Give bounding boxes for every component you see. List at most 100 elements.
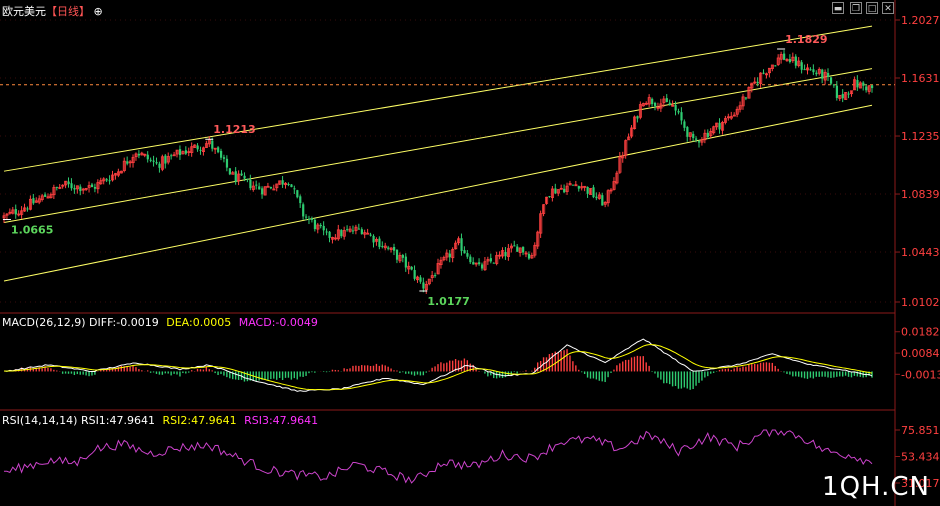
candle-body	[307, 218, 311, 220]
candle-body	[767, 67, 771, 74]
candle-body	[472, 262, 475, 265]
rsi-tick-label: 75.8516	[901, 424, 940, 437]
watermark: 1QH.CN	[822, 472, 930, 502]
candle-body	[287, 183, 290, 185]
candle-body	[181, 151, 185, 155]
candle-body	[369, 234, 372, 236]
candle-body	[228, 168, 231, 175]
candle-body	[293, 188, 296, 190]
candle-body	[627, 136, 631, 141]
rsi3-label: RSI3:	[244, 414, 273, 427]
candle-body	[469, 256, 472, 263]
candle-body	[726, 116, 730, 119]
candle-body	[11, 209, 15, 214]
candle-body	[504, 251, 507, 257]
macd-dea-label: DEA:	[166, 316, 193, 329]
period-label[interactable]: 【日线】	[46, 5, 90, 18]
candle-body	[316, 224, 320, 230]
candle-body	[550, 188, 554, 198]
candle-body	[516, 246, 519, 252]
maximize-icon[interactable]: □	[866, 2, 878, 14]
candle-body	[735, 108, 739, 115]
candle-body	[202, 147, 206, 152]
candle-body	[559, 187, 563, 190]
macd-macd-value: -0.0049	[275, 316, 318, 329]
candle-body	[615, 172, 619, 184]
candle-body	[55, 186, 58, 188]
close-icon[interactable]: ✕	[882, 2, 894, 14]
candle-body	[342, 230, 346, 237]
candle-body	[96, 182, 100, 190]
candle-body	[305, 216, 308, 218]
candle-body	[193, 144, 197, 148]
candle-body	[638, 104, 642, 118]
candle-body	[34, 200, 38, 203]
candle-body	[395, 249, 399, 260]
candle-body	[744, 97, 748, 99]
candle-body	[255, 184, 258, 186]
candle-body	[683, 121, 686, 128]
candle-body	[856, 80, 859, 88]
candle-body	[577, 186, 580, 189]
candle-body	[665, 98, 668, 103]
macd-dea-value: 0.0005	[192, 316, 232, 329]
candle-body	[378, 238, 381, 247]
candle-body	[158, 163, 161, 168]
candle-body	[419, 277, 422, 282]
minimize-icon[interactable]: ▬	[832, 2, 844, 14]
candle-body	[424, 283, 428, 291]
candle-body	[93, 187, 97, 189]
candle-body	[155, 162, 158, 164]
candle-body	[128, 161, 132, 164]
candle-body	[618, 156, 622, 173]
candle-body	[222, 157, 226, 159]
candle-body	[281, 180, 284, 185]
candle-body	[231, 172, 235, 175]
extreme-label: 1.1213	[213, 123, 255, 136]
candle-body	[32, 198, 35, 204]
price-tick-label: 1.0839	[901, 188, 940, 201]
rsi2-label: RSI2:	[162, 414, 192, 427]
candle-body	[28, 198, 32, 210]
candle-body	[448, 253, 451, 258]
candle-body	[131, 156, 135, 164]
candle-body	[5, 213, 9, 216]
candle-body	[122, 160, 126, 171]
candle-body	[674, 104, 677, 111]
candle-body	[143, 153, 147, 156]
candle-body	[483, 261, 487, 271]
rsi2-value: 47.9641	[191, 414, 237, 427]
candle-body	[275, 183, 279, 189]
candle-body	[184, 150, 188, 154]
candle-body	[662, 98, 666, 103]
candle-body	[867, 85, 871, 92]
price-tick-label: 1.0443	[901, 246, 940, 259]
restore-icon[interactable]: ❐	[850, 2, 862, 14]
candle-body	[633, 116, 637, 130]
candle-body	[680, 112, 683, 121]
candle-body	[357, 228, 361, 230]
candle-body	[213, 147, 217, 150]
candle-body	[865, 86, 868, 91]
candle-body	[832, 84, 836, 86]
candle-body	[797, 60, 801, 67]
candle-body	[44, 194, 47, 197]
candle-body	[651, 98, 654, 105]
candle-body	[654, 102, 657, 106]
candle-body	[821, 69, 824, 79]
candle-body	[779, 54, 783, 60]
candle-body	[398, 254, 402, 262]
candle-body	[172, 154, 176, 157]
candle-body	[119, 170, 123, 174]
candle-body	[67, 181, 70, 185]
candle-body	[770, 64, 774, 69]
candle-body	[774, 65, 777, 67]
zoom-in-icon[interactable]: ⊕	[93, 5, 103, 18]
candle-body	[718, 122, 721, 130]
candle-body	[597, 194, 601, 199]
candle-body	[677, 111, 680, 113]
candle-body	[261, 188, 264, 195]
rsi-tick-label: 31.0173	[901, 477, 940, 490]
channel-line-1	[3, 104, 873, 282]
